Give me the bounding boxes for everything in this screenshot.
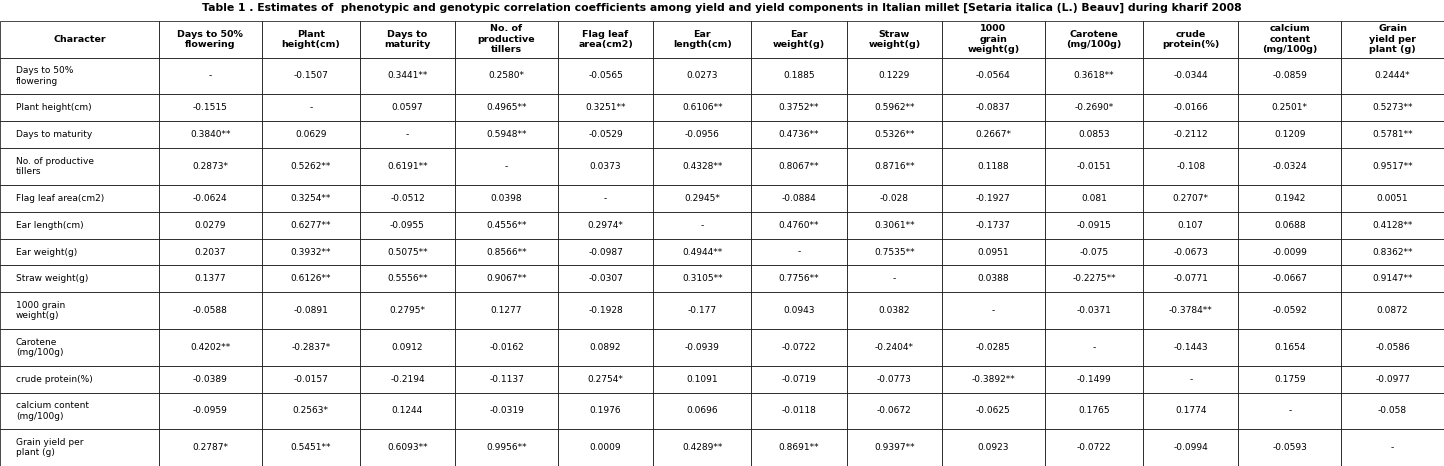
Text: Table 1 . Estimates of  phenotypic and genotypic correlation coefficients among : Table 1 . Estimates of phenotypic and ge…	[202, 2, 1242, 13]
